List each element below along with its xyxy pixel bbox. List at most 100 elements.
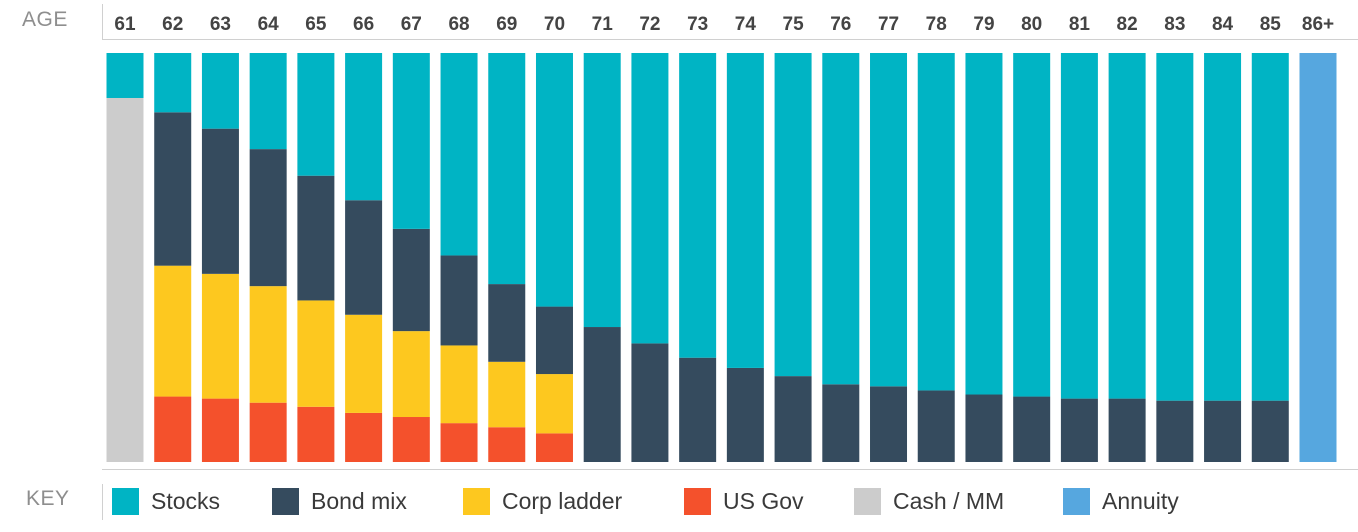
bar-segment-corp-ladder-age-69: [488, 361, 526, 428]
bar-segment-bond-mix-age-63: [201, 128, 239, 274]
age-tick-label: 84: [1212, 14, 1234, 35]
bar-segment-bond-mix-age-80: [1013, 396, 1051, 462]
legend-swatch-stocks: [112, 487, 139, 515]
bar-segment-bond-mix-age-83: [1156, 400, 1194, 462]
age-tick-label: 75: [783, 14, 805, 35]
bar-segment-us-gov-age-67: [392, 417, 430, 462]
bar-segment-stocks-age-63: [201, 53, 239, 129]
age-tick-label: 73: [687, 14, 708, 35]
legend-label-bond-mix: Bond mix: [311, 487, 407, 514]
legend-swatch-cash-mm: [854, 487, 881, 515]
age-tick-label: 81: [1069, 14, 1091, 35]
age-tick-label: 68: [448, 14, 469, 35]
bar-segment-us-gov-age-69: [488, 427, 526, 463]
bar-segment-corp-ladder-age-68: [440, 345, 478, 424]
age-tick-label: 62: [162, 14, 183, 35]
bar-segment-bond-mix-age-79: [965, 394, 1003, 462]
bar-segment-us-gov-age-62: [154, 396, 192, 462]
bar-segment-stocks-age-74: [726, 53, 764, 368]
bar-segment-annuity-age-86plus: [1299, 53, 1337, 462]
bar-segment-bond-mix-age-75: [774, 376, 812, 462]
bar-segment-stocks-age-64: [249, 53, 287, 150]
legend-item-stocks: Stocks: [112, 486, 220, 516]
bar-segment-us-gov-age-66: [345, 412, 383, 462]
legend-item-bond-mix: Bond mix: [272, 486, 407, 516]
bar-segment-bond-mix-age-85: [1251, 400, 1289, 462]
bar-segment-bond-mix-age-69: [488, 284, 526, 362]
age-tick-label: 63: [210, 14, 231, 35]
bar-segment-bond-mix-age-67: [392, 228, 430, 332]
age-tick-label: 65: [305, 14, 327, 35]
age-tick-label: 82: [1117, 14, 1138, 35]
bar-segment-bond-mix-age-72: [631, 343, 669, 462]
bar-segment-us-gov-age-68: [440, 423, 478, 462]
bar-segment-bond-mix-age-76: [822, 384, 860, 462]
bar-segment-stocks-age-75: [774, 53, 812, 377]
bar-segment-stocks-age-80: [1013, 53, 1051, 397]
bar-segment-stocks-age-66: [345, 53, 383, 201]
chart-bottom-rule: [102, 469, 1358, 470]
bar-segment-us-gov-age-63: [201, 398, 239, 462]
age-tick-label: 76: [830, 14, 851, 35]
legend-swatch-us-gov: [684, 487, 711, 515]
age-tick-label: 80: [1021, 14, 1042, 35]
age-tick-label: 74: [735, 14, 757, 35]
bar-segment-bond-mix-age-64: [249, 149, 287, 287]
bar-segment-bond-mix-age-70: [535, 306, 573, 375]
bar-segment-stocks-age-70: [535, 53, 573, 307]
key-divider: [102, 484, 103, 520]
bar-segment-stocks-age-68: [440, 53, 478, 256]
bar-segment-stocks-age-78: [917, 53, 955, 391]
bar-segment-bond-mix-age-77: [870, 386, 908, 462]
bar-segment-bond-mix-age-71: [583, 327, 621, 462]
legend-swatch-annuity: [1063, 487, 1090, 515]
bar-segment-bond-mix-age-74: [726, 367, 764, 462]
bar-segment-bond-mix-age-81: [1060, 398, 1098, 462]
bar-segment-corp-ladder-age-62: [154, 265, 192, 397]
bar-segment-bond-mix-age-62: [154, 112, 192, 266]
age-tick-label: 78: [926, 14, 947, 35]
bar-segment-bond-mix-age-66: [345, 200, 383, 315]
bar-segment-stocks-age-84: [1204, 53, 1242, 401]
header-rule: [102, 39, 1358, 40]
bar-segment-corp-ladder-age-67: [392, 331, 430, 418]
bar-segment-stocks-age-81: [1060, 53, 1098, 399]
legend-item-cash-mm: Cash / MM: [854, 486, 1004, 516]
bar-segment-bond-mix-age-65: [297, 175, 335, 301]
key-header: KEY: [26, 487, 70, 510]
bar-segment-us-gov-age-65: [297, 406, 335, 462]
bar-segment-stocks-age-72: [631, 53, 669, 344]
bar-segment-bond-mix-age-84: [1204, 400, 1242, 462]
bar-segment-corp-ladder-age-66: [345, 314, 383, 413]
age-header: AGE: [22, 8, 68, 31]
bar-segment-stocks-age-71: [583, 53, 621, 328]
bar-segment-stocks-age-76: [822, 53, 860, 385]
bar-segment-stocks-age-79: [965, 53, 1003, 395]
bar-segment-us-gov-age-64: [249, 402, 287, 462]
age-tick-label: 85: [1260, 14, 1282, 35]
bar-segment-stocks-age-73: [679, 53, 717, 358]
age-tick-label: 71: [592, 14, 614, 35]
bar-segment-corp-ladder-age-64: [249, 286, 287, 403]
bar-segment-corp-ladder-age-70: [535, 374, 573, 434]
age-tick-label: 72: [639, 14, 660, 35]
bar-segment-stocks-age-82: [1108, 53, 1146, 399]
bar-segment-stocks-age-67: [392, 53, 430, 229]
age-tick-label: 61: [114, 14, 136, 35]
legend-label-us-gov: US Gov: [723, 487, 804, 514]
age-tick-label: 67: [401, 14, 422, 35]
age-tick-label: 83: [1164, 14, 1185, 35]
age-tick-label: 64: [258, 14, 280, 35]
bar-segment-stocks-age-62: [154, 53, 192, 113]
legend-label-corp-ladder: Corp ladder: [502, 487, 623, 514]
legend-item-annuity: Annuity: [1063, 486, 1179, 516]
legend-label-cash-mm: Cash / MM: [893, 487, 1005, 514]
bar-segment-bond-mix-age-73: [679, 357, 717, 462]
legend-label-annuity: Annuity: [1102, 487, 1179, 514]
age-tick-label: 77: [878, 14, 899, 35]
legend-item-corp-ladder: Corp ladder: [463, 486, 622, 516]
age-tick-label: 79: [973, 14, 994, 35]
allocation-chart: 61 62 63 64 65 66 67 68 69 70 71 72 73 74 75 76 77 78 79 80…: [106, 14, 1337, 463]
bar-segment-stocks-age-65: [297, 53, 335, 176]
bar-segment-bond-mix-age-82: [1108, 398, 1146, 462]
